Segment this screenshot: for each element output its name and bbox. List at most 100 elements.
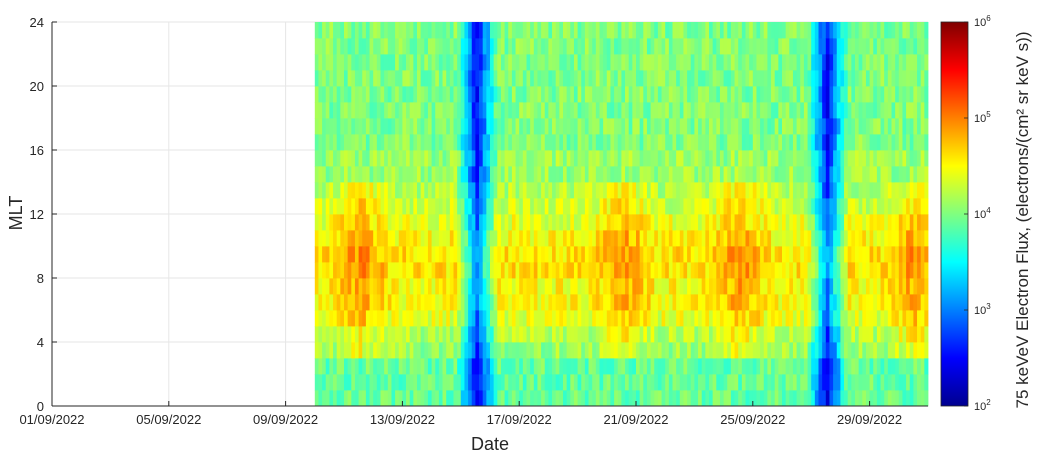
heatmap-cell bbox=[895, 134, 900, 151]
heatmap-cell bbox=[395, 310, 400, 327]
heatmap-cell bbox=[796, 166, 801, 183]
heatmap-cell bbox=[701, 342, 706, 359]
heatmap-cell bbox=[763, 70, 768, 87]
heatmap-cell bbox=[475, 214, 480, 231]
heatmap-cell bbox=[563, 262, 568, 279]
heatmap-cell bbox=[869, 358, 874, 375]
heatmap-cell bbox=[803, 22, 808, 39]
heatmap-cell bbox=[865, 38, 870, 55]
heatmap-cell bbox=[559, 102, 564, 119]
heatmap-cell bbox=[836, 214, 841, 231]
heatmap-cell bbox=[727, 150, 732, 167]
heatmap-cell bbox=[464, 342, 469, 359]
heatmap-cell bbox=[913, 118, 918, 135]
heatmap-cell bbox=[563, 326, 568, 343]
heatmap-cell bbox=[438, 86, 443, 103]
heatmap-cell bbox=[387, 38, 392, 55]
heatmap-cell bbox=[508, 230, 513, 247]
heatmap-cell bbox=[767, 54, 772, 71]
heatmap-cell bbox=[683, 54, 688, 71]
heatmap-cell bbox=[891, 118, 896, 135]
heatmap-cell bbox=[446, 166, 451, 183]
heatmap-cell bbox=[862, 150, 867, 167]
heatmap-cell bbox=[500, 86, 505, 103]
heatmap-cell bbox=[887, 86, 892, 103]
heatmap-cell bbox=[646, 262, 651, 279]
heatmap-cell bbox=[438, 374, 443, 391]
heatmap-cell bbox=[723, 246, 728, 263]
heatmap-cell bbox=[657, 38, 662, 55]
heatmap-cell bbox=[803, 198, 808, 215]
heatmap-cell bbox=[391, 278, 396, 295]
heatmap-cell bbox=[676, 374, 681, 391]
heatmap-cell bbox=[701, 262, 706, 279]
heatmap-cell bbox=[493, 374, 498, 391]
heatmap-cell bbox=[479, 326, 484, 343]
heatmap-cell bbox=[482, 150, 487, 167]
heatmap-cell bbox=[376, 150, 381, 167]
heatmap-cell bbox=[584, 374, 589, 391]
heatmap-cell bbox=[865, 182, 870, 199]
heatmap-cell bbox=[333, 70, 338, 87]
heatmap-cell bbox=[661, 326, 666, 343]
heatmap-cell bbox=[782, 118, 787, 135]
heatmap-cell bbox=[373, 166, 378, 183]
heatmap-cell bbox=[541, 86, 546, 103]
heatmap-cell bbox=[643, 102, 648, 119]
heatmap-cell bbox=[760, 310, 765, 327]
heatmap-cell bbox=[803, 102, 808, 119]
heatmap-cell bbox=[493, 166, 498, 183]
heatmap-cell bbox=[555, 342, 560, 359]
heatmap-cell bbox=[592, 246, 597, 263]
heatmap-cell bbox=[406, 390, 411, 407]
heatmap-cell bbox=[493, 70, 498, 87]
heatmap-cell bbox=[599, 38, 604, 55]
heatmap-cell bbox=[814, 166, 819, 183]
heatmap-cell bbox=[475, 22, 480, 39]
heatmap-cell bbox=[504, 326, 509, 343]
heatmap-cell bbox=[825, 310, 830, 327]
heatmap-cell bbox=[833, 198, 838, 215]
heatmap-cell bbox=[865, 102, 870, 119]
heatmap-cell bbox=[318, 22, 323, 39]
heatmap-cell bbox=[500, 22, 505, 39]
heatmap-cell bbox=[354, 102, 359, 119]
heatmap-cell bbox=[749, 198, 754, 215]
heatmap-cell bbox=[690, 118, 695, 135]
heatmap-cell bbox=[687, 358, 692, 375]
heatmap-cell bbox=[909, 390, 914, 407]
heatmap-cell bbox=[657, 326, 662, 343]
heatmap-cell bbox=[358, 150, 363, 167]
heatmap-cell bbox=[398, 150, 403, 167]
heatmap-cell bbox=[884, 326, 889, 343]
heatmap-cell bbox=[431, 102, 436, 119]
heatmap-cell bbox=[774, 358, 779, 375]
heatmap-cell bbox=[895, 86, 900, 103]
heatmap-cell bbox=[384, 150, 389, 167]
heatmap-cell bbox=[420, 230, 425, 247]
heatmap-cell bbox=[709, 278, 714, 295]
heatmap-cell bbox=[855, 54, 860, 71]
heatmap-cell bbox=[610, 390, 615, 407]
heatmap-cell bbox=[544, 390, 549, 407]
heatmap-cell bbox=[800, 294, 805, 311]
heatmap-cell bbox=[387, 134, 392, 151]
heatmap-cell bbox=[694, 86, 699, 103]
heatmap-cell bbox=[862, 278, 867, 295]
heatmap-cell bbox=[898, 326, 903, 343]
heatmap-cell bbox=[497, 134, 502, 151]
heatmap-cell bbox=[504, 102, 509, 119]
heatmap-cell bbox=[347, 54, 352, 71]
heatmap-cell bbox=[482, 54, 487, 71]
heatmap-cell bbox=[917, 294, 922, 311]
heatmap-cell bbox=[406, 342, 411, 359]
heatmap-cell bbox=[738, 198, 743, 215]
heatmap-cell bbox=[807, 54, 812, 71]
heatmap-cell bbox=[409, 118, 414, 135]
heatmap-cell bbox=[665, 294, 670, 311]
heatmap-cell bbox=[844, 38, 849, 55]
heatmap-cell bbox=[855, 342, 860, 359]
heatmap-cell bbox=[369, 342, 374, 359]
heatmap-cell bbox=[599, 278, 604, 295]
heatmap-cell bbox=[387, 102, 392, 119]
